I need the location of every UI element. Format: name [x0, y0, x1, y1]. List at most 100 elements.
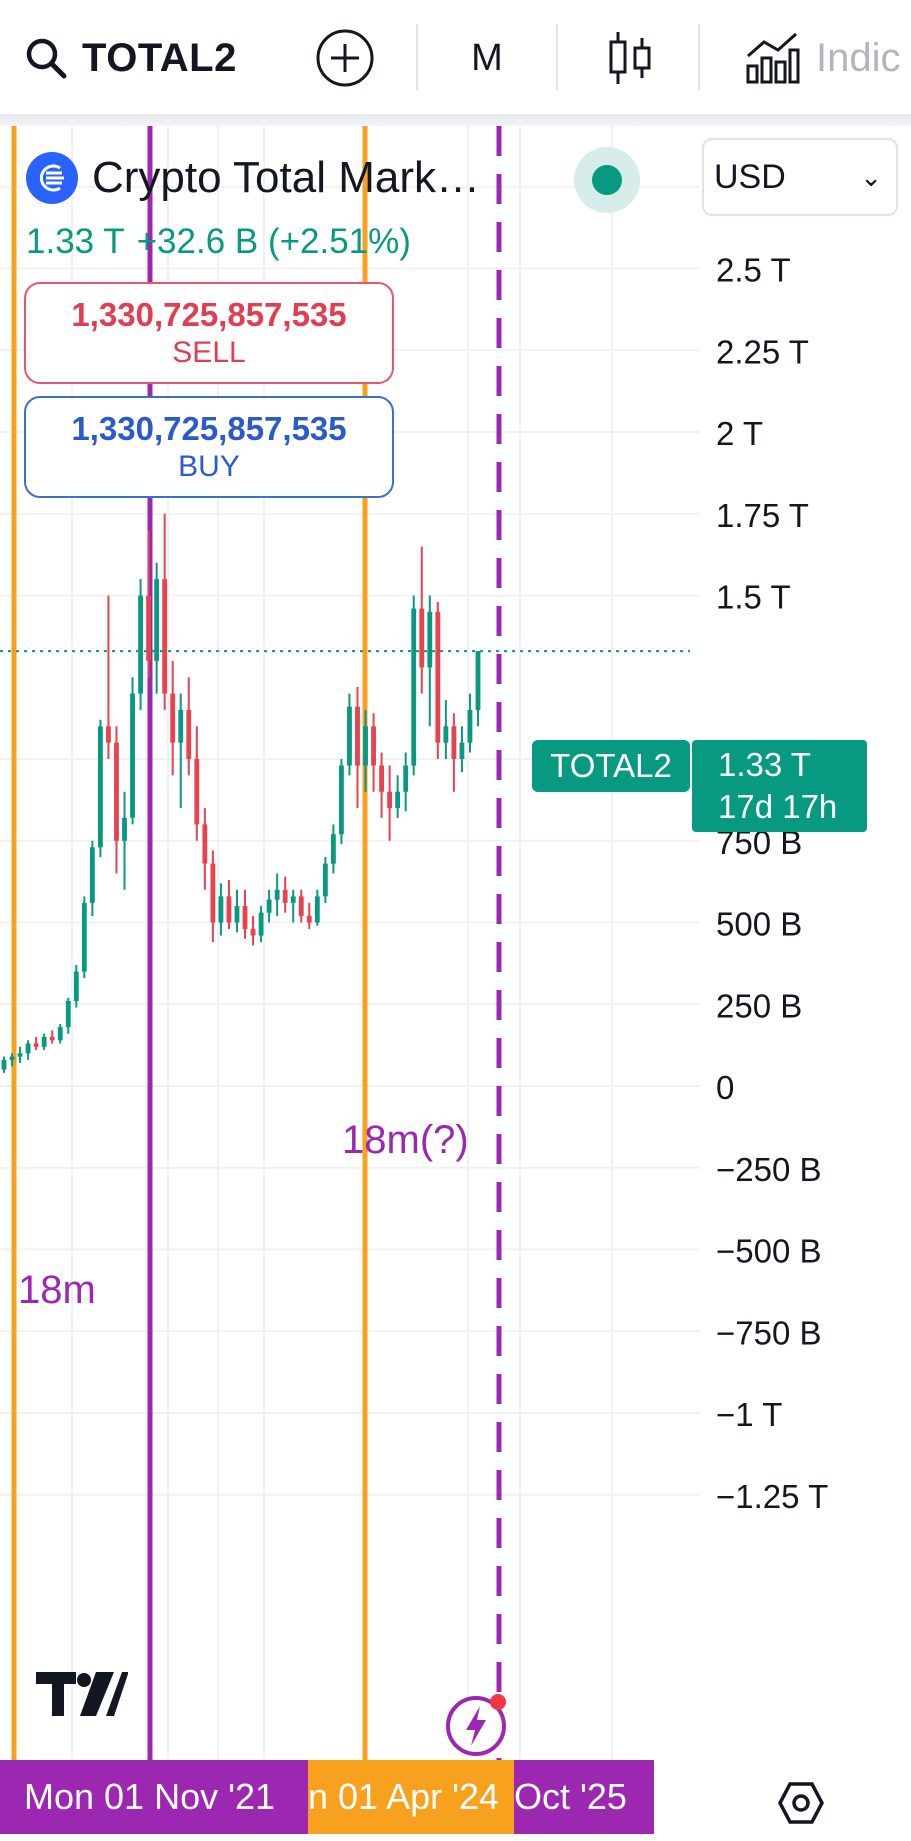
candle-body [339, 765, 344, 835]
candle-body [234, 906, 240, 923]
toolbar-divider [556, 24, 558, 90]
candle-body [459, 742, 465, 759]
currency-value: USD [714, 157, 786, 196]
chart-legend: Crypto Total Mark… [26, 150, 516, 206]
market-open-dot-icon [592, 165, 622, 195]
annotation-18m[interactable]: 18m [18, 1268, 96, 1312]
candle-body [411, 608, 417, 766]
y-axis-tick-label: 500 B [716, 906, 802, 943]
toolbar-divider [416, 24, 418, 90]
candle-body [89, 847, 95, 903]
y-axis-tick-label: 0 [716, 1069, 734, 1106]
time-label-nov-2021: Mon 01 Nov '21 [0, 1760, 308, 1834]
symbol-search[interactable]: TOTAL2 [24, 30, 237, 86]
candle-body [419, 608, 425, 668]
candle-body [250, 929, 256, 936]
candle-body [33, 1043, 39, 1047]
sell-price: 1,330,725,857,535 [71, 296, 347, 333]
indicators-label: Indic [816, 35, 901, 80]
candle-body [467, 709, 473, 743]
candle-body [17, 1053, 23, 1057]
series-symbol-tag: TOTAL2 [532, 740, 690, 792]
candle-body [154, 579, 160, 661]
buy-label: BUY [178, 450, 240, 483]
annotation-18m-question[interactable]: 18m(?) [342, 1118, 469, 1162]
candle-body [194, 759, 200, 825]
time-label-apr-2024: n 01 Apr '24 [308, 1760, 514, 1834]
market-status-indicator[interactable] [574, 147, 640, 213]
y-axis-tick-label: −750 B [716, 1314, 822, 1351]
candle-body [330, 834, 336, 864]
candle-body [355, 706, 360, 766]
y-axis-tick-label: 2.25 T [716, 333, 809, 370]
lightning-icon [446, 1694, 506, 1756]
candle-body [73, 971, 79, 1001]
time-axis[interactable]: Mon 01 Nov '21 n 01 Apr '24 Oct '25 [0, 1760, 911, 1841]
y-axis-tick-label: 2.5 T [716, 252, 791, 289]
y-axis-tick-label: 2 T [716, 415, 763, 452]
candle-body [210, 863, 216, 923]
candle-body [298, 896, 304, 916]
candle-body [427, 611, 433, 668]
candle-body [57, 1027, 63, 1041]
candle-body [347, 706, 352, 766]
indicators-icon [746, 32, 800, 84]
last-price-tag: 1.33 T 17d 17h [692, 740, 867, 832]
candle-body [403, 765, 409, 792]
candle-body [306, 915, 312, 923]
candle-body [202, 824, 208, 864]
bar-countdown: 17d 17h [718, 788, 838, 825]
search-icon [26, 38, 67, 79]
candle-body [266, 899, 272, 913]
compare-add-button[interactable] [314, 29, 376, 87]
symbol-name: TOTAL2 [82, 35, 237, 80]
candle-body [290, 896, 296, 903]
candle-body [363, 726, 368, 766]
candle-body [475, 651, 481, 710]
toolbar-divider [698, 24, 700, 90]
symbol-description[interactable]: Crypto Total Mark… [92, 153, 480, 202]
candle-body [106, 726, 111, 743]
candle-body [282, 889, 288, 903]
candle-body [322, 863, 328, 897]
candle-body [443, 726, 449, 743]
candle-body [274, 889, 280, 900]
candle-body [41, 1036, 47, 1047]
chart-settings-button[interactable] [778, 1780, 824, 1826]
candle-body [451, 726, 457, 759]
candle-body [162, 579, 168, 694]
interval-button[interactable]: M [471, 36, 503, 79]
y-axis-tick-label: 1.75 T [716, 497, 809, 534]
candle-body [170, 693, 176, 743]
candle-body [186, 709, 192, 759]
candle-body [226, 896, 232, 923]
quick-action-button[interactable] [444, 1692, 510, 1758]
buy-button[interactable]: 1,330,725,857,535 BUY [24, 396, 394, 498]
currency-select[interactable]: USD ⌄ [702, 138, 898, 216]
candle-body [387, 791, 393, 809]
candle-body [130, 693, 135, 818]
y-axis-tick-label: 250 B [716, 987, 802, 1024]
sell-label: SELL [172, 336, 246, 369]
candle-body [122, 817, 127, 841]
chart-type-button[interactable] [604, 30, 656, 86]
y-axis-tick-label: −500 B [716, 1233, 822, 1270]
chevron-down-icon: ⌄ [860, 162, 882, 192]
candle-body [379, 765, 385, 792]
time-label-oct-2025: Oct '25 [514, 1760, 654, 1834]
candle-body [395, 791, 401, 809]
sell-button[interactable]: 1,330,725,857,535 SELL [24, 282, 394, 384]
candle-body [258, 912, 264, 936]
candle-body [178, 709, 184, 743]
plus-circle-icon [316, 29, 374, 87]
candle-body [138, 595, 143, 694]
y-axis-tick-label: −250 B [716, 1151, 822, 1188]
candle-body [371, 726, 376, 766]
candle-body [114, 742, 119, 841]
y-axis-tick-label: −1 T [716, 1396, 782, 1433]
price-change: +32.6 B (+2.51%) [136, 222, 411, 261]
toolbar-shadow [0, 114, 911, 126]
candle-body [25, 1043, 31, 1054]
indicators-button[interactable]: Indic [744, 30, 911, 86]
